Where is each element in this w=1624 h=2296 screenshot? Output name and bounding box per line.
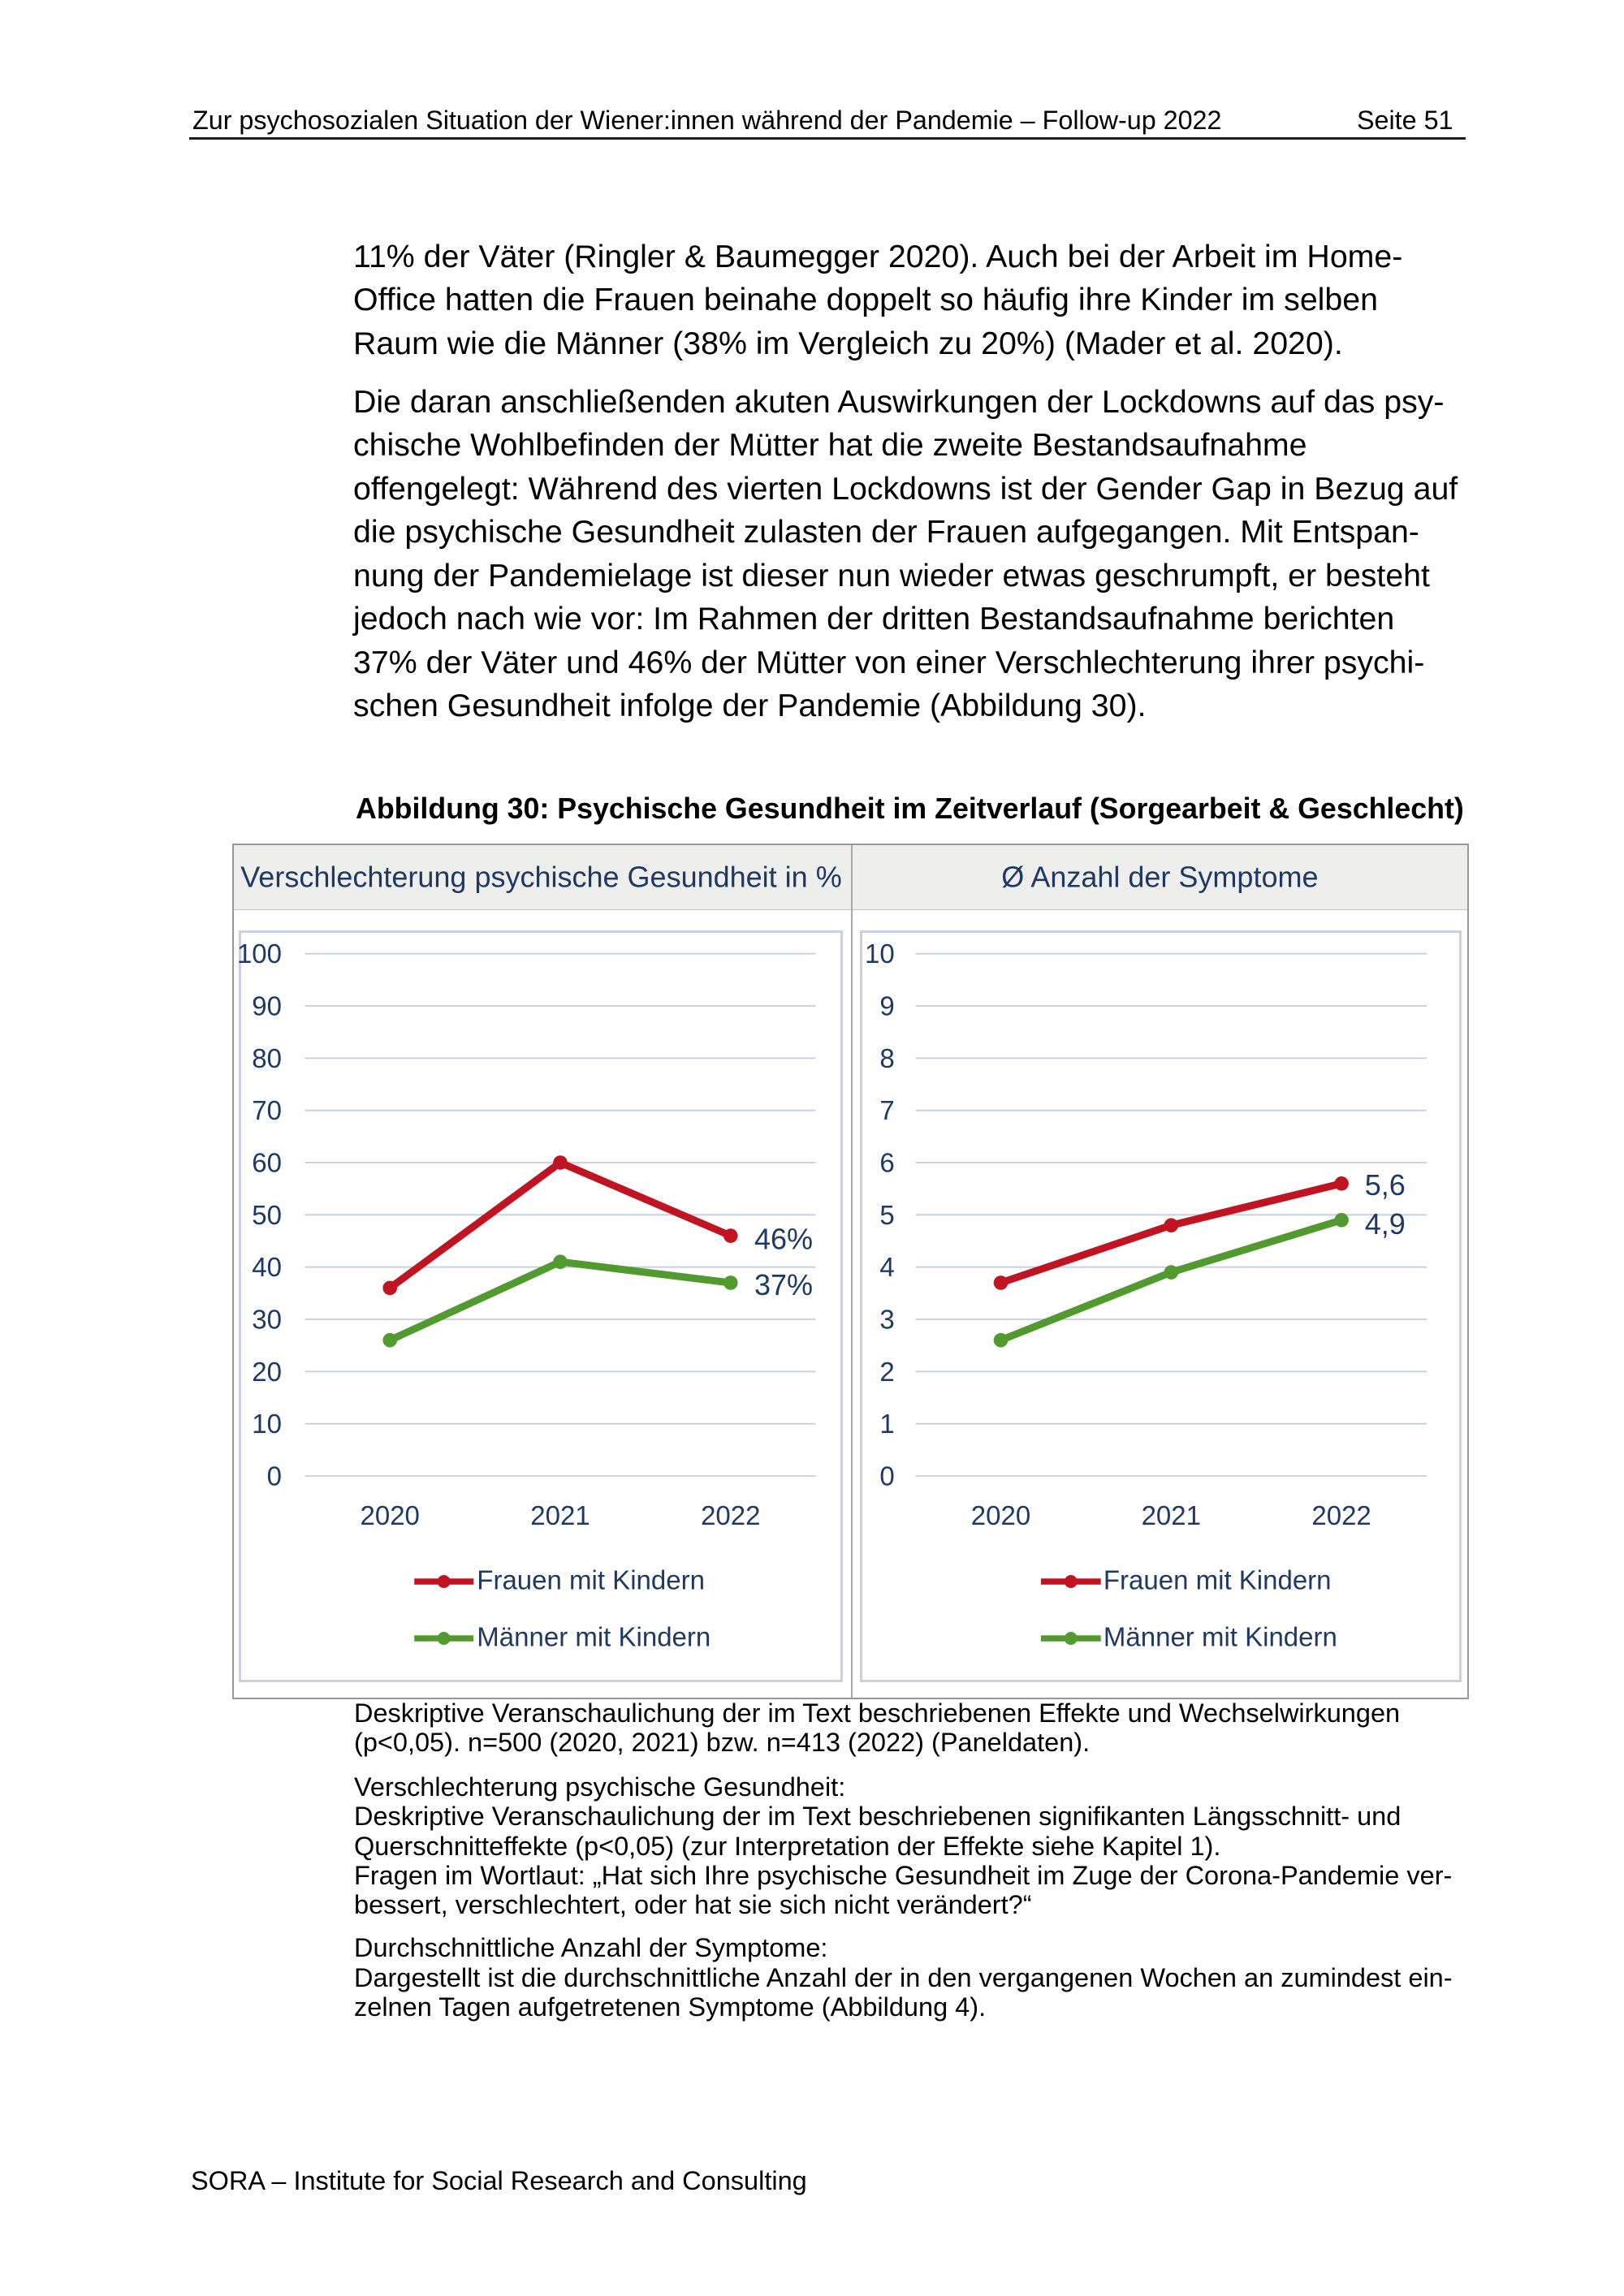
svg-text:2020: 2020 bbox=[360, 1500, 419, 1530]
svg-text:90: 90 bbox=[252, 991, 282, 1021]
svg-text:Verschlechterung psychische Ge: Verschlechterung psychische Gesundheit i… bbox=[240, 861, 841, 894]
svg-text:2021: 2021 bbox=[1142, 1500, 1201, 1530]
svg-text:2: 2 bbox=[879, 1357, 894, 1387]
svg-text:8: 8 bbox=[879, 1043, 894, 1073]
svg-text:50: 50 bbox=[252, 1200, 282, 1230]
svg-text:0: 0 bbox=[267, 1461, 282, 1491]
svg-text:1: 1 bbox=[879, 1409, 894, 1439]
svg-text:20: 20 bbox=[252, 1357, 282, 1387]
svg-text:30: 30 bbox=[252, 1305, 282, 1335]
svg-text:37%: 37% bbox=[754, 1268, 813, 1301]
svg-text:Männer mit Kindern: Männer mit Kindern bbox=[477, 1622, 710, 1652]
svg-text:6: 6 bbox=[879, 1148, 894, 1178]
svg-text:70: 70 bbox=[252, 1095, 282, 1125]
svg-text:4,9: 4,9 bbox=[1365, 1207, 1406, 1241]
svg-text:2021: 2021 bbox=[530, 1500, 590, 1530]
svg-text:80: 80 bbox=[252, 1043, 282, 1073]
svg-text:2022: 2022 bbox=[1311, 1500, 1371, 1530]
svg-text:9: 9 bbox=[879, 991, 894, 1021]
svg-text:3: 3 bbox=[879, 1305, 894, 1335]
svg-text:10: 10 bbox=[865, 939, 895, 969]
svg-text:0: 0 bbox=[879, 1461, 894, 1491]
svg-text:5,6: 5,6 bbox=[1365, 1168, 1406, 1202]
svg-text:Ø Anzahl der Symptome: Ø Anzahl der Symptome bbox=[1001, 861, 1318, 894]
svg-text:10: 10 bbox=[252, 1409, 282, 1439]
svg-text:46%: 46% bbox=[754, 1223, 813, 1256]
svg-text:Frauen mit Kindern: Frauen mit Kindern bbox=[1104, 1565, 1332, 1595]
svg-text:2020: 2020 bbox=[971, 1500, 1030, 1530]
svg-text:Frauen mit Kindern: Frauen mit Kindern bbox=[477, 1565, 705, 1595]
svg-text:5: 5 bbox=[879, 1200, 894, 1230]
svg-text:2022: 2022 bbox=[701, 1500, 760, 1530]
svg-text:40: 40 bbox=[252, 1252, 282, 1282]
svg-text:60: 60 bbox=[252, 1148, 282, 1178]
svg-text:7: 7 bbox=[879, 1095, 894, 1125]
svg-text:4: 4 bbox=[879, 1252, 894, 1282]
svg-text:Männer mit Kindern: Männer mit Kindern bbox=[1104, 1622, 1337, 1652]
svg-text:100: 100 bbox=[237, 939, 282, 969]
